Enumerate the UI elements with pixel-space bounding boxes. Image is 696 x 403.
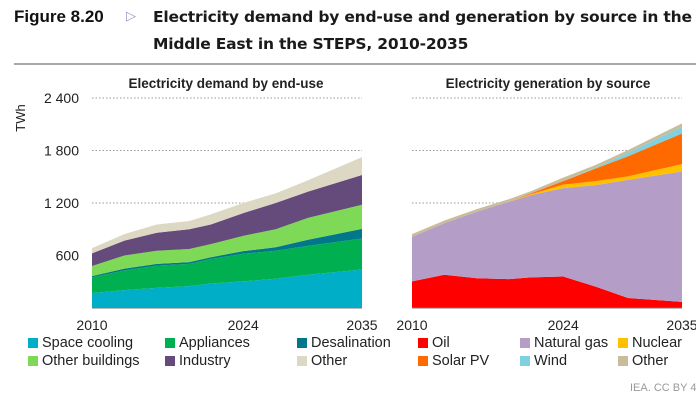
y-axis-label: TWh <box>13 104 28 131</box>
legend-swatch <box>28 338 38 348</box>
x-tick-label: 2035 <box>666 317 696 333</box>
x-tick-label: 2010 <box>396 317 427 333</box>
legend-label: Oil <box>432 335 450 351</box>
area-industry <box>92 175 362 266</box>
area-desalination <box>92 228 362 278</box>
legend-label: Appliances <box>179 335 250 351</box>
legend-item: Desalination <box>297 335 391 351</box>
y-tick-label: 1 800 <box>44 143 79 159</box>
legend-swatch <box>520 356 530 366</box>
legend-item: Natural gas <box>520 335 608 351</box>
legend-swatch <box>165 356 175 366</box>
x-tick-label: 2010 <box>76 317 107 333</box>
legend-swatch <box>297 356 307 366</box>
area-other-buildings <box>92 204 362 277</box>
legend-label: Solar PV <box>432 353 490 369</box>
legend-swatch <box>418 356 428 366</box>
legend-item: Solar PV <box>418 353 489 369</box>
legend-label: Natural gas <box>534 335 609 351</box>
x-tick-label: 2024 <box>228 317 259 333</box>
legend-item: Oil <box>418 335 450 351</box>
legend-label: Desalination <box>311 335 391 351</box>
legend-swatch <box>520 338 530 348</box>
y-tick-label: 2 400 <box>44 90 79 106</box>
y-tick-label: 1 200 <box>44 195 79 211</box>
figure-title-line1: Electricity demand by end-use and genera… <box>153 8 692 26</box>
legend-item: Nuclear <box>618 335 682 351</box>
legend-label: Other <box>632 353 669 369</box>
legend-label: Other buildings <box>42 353 140 369</box>
area-natural-gas <box>412 171 682 302</box>
area-other <box>412 123 682 237</box>
legend-swatch <box>418 338 428 348</box>
legend-swatch <box>618 356 628 366</box>
area-other <box>92 157 362 254</box>
chart-title: Electricity demand by end-use <box>128 76 324 91</box>
legend-item: Other buildings <box>28 353 140 369</box>
legend-item: Industry <box>165 353 231 369</box>
legend-item: Wind <box>520 353 567 369</box>
legend-label: Other <box>311 353 348 369</box>
area-appliances <box>92 238 362 294</box>
figure-title-line2: Middle East in the STEPS, 2010-2035 <box>153 35 469 53</box>
x-tick-label: 2035 <box>346 317 377 333</box>
legend-label: Space cooling <box>42 335 134 351</box>
legend-label: Industry <box>179 353 231 369</box>
area-oil <box>412 274 682 308</box>
y-tick-label: 600 <box>56 248 80 264</box>
legend-swatch <box>28 356 38 366</box>
legend-label: Nuclear <box>632 335 682 351</box>
area-nuclear <box>412 164 682 237</box>
legend-swatch <box>618 338 628 348</box>
x-tick-label: 2024 <box>548 317 579 333</box>
triangle-right-icon: ▷ <box>126 9 136 24</box>
legend-swatch <box>297 338 307 348</box>
figure-label: Figure 8.20 <box>14 7 104 26</box>
chart-title: Electricity generation by source <box>446 76 651 91</box>
legend-swatch <box>165 338 175 348</box>
legend-label: Wind <box>534 353 568 369</box>
credit-text: IEA. CC BY 4 <box>630 382 696 394</box>
legend-item: Appliances <box>165 335 250 351</box>
legend-item: Space cooling <box>28 335 133 351</box>
area-space-cooling <box>92 269 362 308</box>
legend-item: Other <box>297 353 347 369</box>
legend-item: Other <box>618 353 668 369</box>
